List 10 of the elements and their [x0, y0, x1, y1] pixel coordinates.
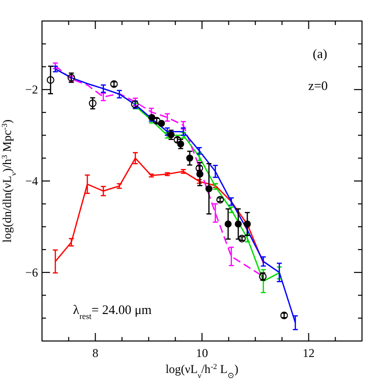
- x-axis-title: log(νL$_{ν}$/h$^{-2}$ L$_{⊙}$): [166, 362, 238, 380]
- annotation: λ$_{rest}$= 24.00 μm: [73, 302, 152, 321]
- annotation: z=0: [308, 78, 328, 93]
- x-tick-label: 10: [196, 346, 208, 360]
- y-tick-label: −4: [25, 174, 38, 188]
- x-tick-label: 12: [302, 346, 315, 360]
- y-tick-label: −6: [25, 265, 38, 280]
- y-tick-label: −2: [25, 82, 38, 97]
- annotation: (a): [312, 46, 328, 61]
- x-tick-label: 8: [92, 346, 98, 360]
